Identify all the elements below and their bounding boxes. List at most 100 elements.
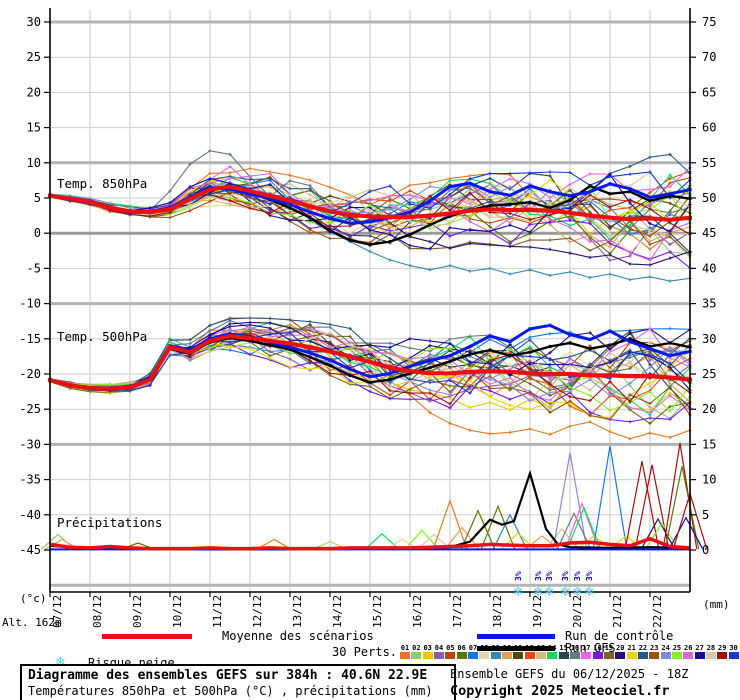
right-axis-tick-label: 30 xyxy=(702,332,716,346)
right-axis-tick-label: 65 xyxy=(702,85,716,99)
pert-color-swatch xyxy=(433,652,444,659)
t850-panel-label: Temp. 850hPa xyxy=(57,176,147,191)
control-line-swatch xyxy=(477,634,555,639)
snow-risk-flake-icon: ❄ xyxy=(561,584,570,600)
right-axis-tick-label: 50 xyxy=(702,191,716,205)
pert-number: 30 xyxy=(729,644,738,652)
pert-number: 26 xyxy=(684,644,693,652)
x-axis-date-label: 22/12 xyxy=(651,595,664,628)
pert-color-swatch xyxy=(637,652,648,659)
pert-color-swatch xyxy=(694,652,705,659)
right-axis-tick-label: 60 xyxy=(702,121,716,135)
pert-color-swatch xyxy=(660,652,671,659)
chart-title: Diagramme des ensembles GEFS sur 384h : … xyxy=(28,668,428,683)
snow-risk-flake-icon: ❄ xyxy=(573,584,582,600)
precip-spike xyxy=(624,461,660,550)
precip-spike xyxy=(404,529,440,550)
pert-number: 11 xyxy=(514,644,523,652)
right-axis-unit: (mm) xyxy=(703,598,730,611)
left-axis-tick-label: -35 xyxy=(19,473,41,487)
snow-risk-percent: 3% xyxy=(514,571,523,581)
precip-spike xyxy=(564,501,600,550)
precip-spike xyxy=(416,533,452,550)
altitude-label: Alt. 162m xyxy=(2,616,62,629)
precip-spike xyxy=(432,498,468,550)
precip-panel-label: Précipitations xyxy=(57,515,162,530)
copyright-label: Copyright 2025 Meteociel.fr xyxy=(450,683,670,699)
x-axis-date-label: 13/12 xyxy=(291,595,304,628)
left-axis-tick-label: -25 xyxy=(19,402,41,416)
pert-number: 06 xyxy=(457,644,466,652)
run-info-label: Ensemble GEFS du 06/12/2025 - 18Z xyxy=(450,667,689,681)
right-axis-tick-label: 25 xyxy=(702,367,716,381)
precip-spike xyxy=(384,538,420,550)
pert-color-swatch xyxy=(581,652,592,659)
x-axis-date-label: 12/12 xyxy=(251,595,264,628)
pert-number: 01 xyxy=(400,644,410,652)
snow-risk-percent: 3% xyxy=(545,571,554,581)
pert-color-swatch xyxy=(445,652,456,659)
pert-color-swatch xyxy=(569,652,580,659)
snow-risk-flake-icon: ❄ xyxy=(514,584,523,600)
pert-number: 17 xyxy=(582,644,591,652)
x-axis-date-label: 10/12 xyxy=(171,595,184,628)
left-axis-tick-label: -40 xyxy=(19,508,41,522)
pert-color-swatch xyxy=(626,652,637,659)
pert-number: 08 xyxy=(480,644,489,652)
pert-number: 16 xyxy=(570,644,580,652)
right-axis-tick-label: 0 xyxy=(702,543,709,557)
precip-spike xyxy=(444,526,480,550)
pert-number: 15 xyxy=(559,644,568,652)
pert-number: 27 xyxy=(695,644,704,652)
pert-number: 14 xyxy=(548,644,557,652)
gfs-line-swatch xyxy=(477,646,555,651)
pert-color-swatch xyxy=(513,652,524,659)
pert-number: 22 xyxy=(638,644,648,652)
snowflake-icon: ❄ xyxy=(56,653,66,671)
pert-color-swatch xyxy=(535,652,546,659)
right-axis-tick-label: 55 xyxy=(702,156,716,170)
pert-number: 21 xyxy=(627,644,636,652)
precip-spike xyxy=(634,464,670,550)
snow-risk-flake-icon: ❄ xyxy=(545,584,554,600)
pert-color-swatch xyxy=(717,652,728,659)
pert-color-swatch xyxy=(400,652,410,659)
precip-spike xyxy=(492,513,528,550)
right-axis-tick-label: 40 xyxy=(702,261,716,275)
snow-risk-percent: 3% xyxy=(585,571,594,581)
snow-risk-percent: 3% xyxy=(534,571,543,581)
x-axis-date-label: 16/12 xyxy=(411,595,424,628)
pert-number: 24 xyxy=(661,644,670,652)
precip-mean-line xyxy=(49,536,691,551)
gfs-legend-label: Run GFS xyxy=(565,641,616,655)
left-axis-tick-label: -10 xyxy=(19,297,41,311)
pert-number: 25 xyxy=(672,644,682,652)
pert-color-swatch xyxy=(547,652,558,659)
right-axis-tick-label: 15 xyxy=(702,437,716,451)
left-axis-tick-label: -45 xyxy=(19,543,41,557)
precip-spike xyxy=(552,452,588,550)
right-axis-tick-label: 75 xyxy=(702,15,716,29)
x-axis-date-label: 09/12 xyxy=(131,595,144,628)
pert-number: 02 xyxy=(412,644,421,652)
left-axis-tick-label: 5 xyxy=(34,191,41,205)
pert-number: 18 xyxy=(593,644,602,652)
precip-spike xyxy=(40,533,76,550)
snow-risk-flake-icon: ❄ xyxy=(534,584,543,600)
chart-subtitle: Températures 850hPa et 500hPa (°C) , pré… xyxy=(28,684,433,698)
x-axis-date-label: 11/12 xyxy=(211,595,224,628)
pert-number: 23 xyxy=(650,644,659,652)
pert-color-swatch xyxy=(501,652,512,659)
x-axis-date-label: 17/12 xyxy=(451,595,464,628)
chart-title-box: Diagramme des ensembles GEFS sur 384h : … xyxy=(20,664,456,700)
control-legend-label: Run de contrôle xyxy=(565,629,674,643)
pert-color-swatch xyxy=(422,652,433,659)
gridlines xyxy=(49,10,691,592)
precip-spike xyxy=(556,511,592,550)
x-axis-date-label: 08/12 xyxy=(91,595,104,628)
pert-number: 13 xyxy=(536,644,546,652)
mean-legend-label: Moyenne des scénarios xyxy=(222,629,374,643)
left-axis-tick-label: -5 xyxy=(27,261,41,275)
